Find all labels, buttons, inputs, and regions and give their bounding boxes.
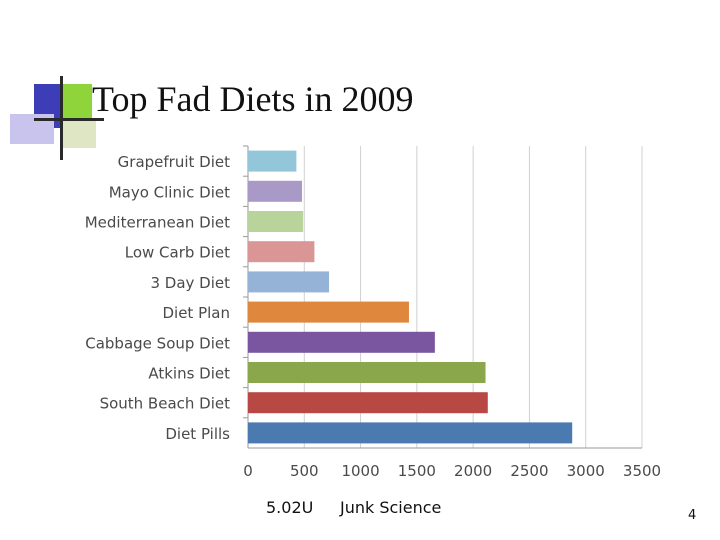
category-label: Low Carb Diet [125,244,230,262]
bar-mayo-clinic-diet [248,180,303,202]
x-tick-label: 0 [243,462,253,480]
bar-south-beach-diet [248,392,488,414]
bar-diet-plan [248,301,409,323]
footer-course-code: 5.02U [266,498,314,517]
category-label: Grapefruit Diet [118,153,230,171]
bar-3-day-diet [248,271,330,293]
x-tick-label: 500 [290,462,319,480]
x-tick-label: 3500 [623,462,660,480]
category-label: South Beach Diet [100,395,231,413]
x-tick-label: 2000 [454,462,492,480]
bar-cabbage-soup-diet [248,331,435,353]
bar-chart: Grapefruit Diet Mayo Clinic Diet Mediterra… [60,140,660,485]
slide-title: Top Fad Diets in 2009 [92,79,414,119]
bar-atkins-diet [248,362,486,383]
x-tick-label: 2500 [510,462,548,480]
page-number: 4 [688,508,697,523]
category-label: Mayo Clinic Diet [109,183,230,201]
category-label: 3 Day Diet [150,274,230,292]
category-label: Atkins Diet [148,365,230,383]
decor-line-horizontal [34,118,104,121]
bar-mediterranean-diet [248,211,304,232]
x-tick-label: 1500 [398,462,436,480]
category-label: Diet Pills [165,425,230,443]
bar-low-carb-diet [248,241,315,263]
x-tick-label: 1000 [341,462,379,480]
x-tick-label: 3000 [567,462,605,480]
category-label: Mediterranean Diet [85,214,230,232]
category-label: Cabbage Soup Diet [85,334,230,352]
bar-grapefruit-diet [248,150,297,172]
bar-diet-pills [248,422,573,444]
footer-topic: Junk Science [340,498,442,517]
category-label: Diet Plan [162,304,230,322]
bar-chart-svg: Grapefruit Diet Mayo Clinic Diet Mediterra… [85,145,660,480]
decor-square-pale [60,118,96,148]
decor-square-green [62,84,92,122]
